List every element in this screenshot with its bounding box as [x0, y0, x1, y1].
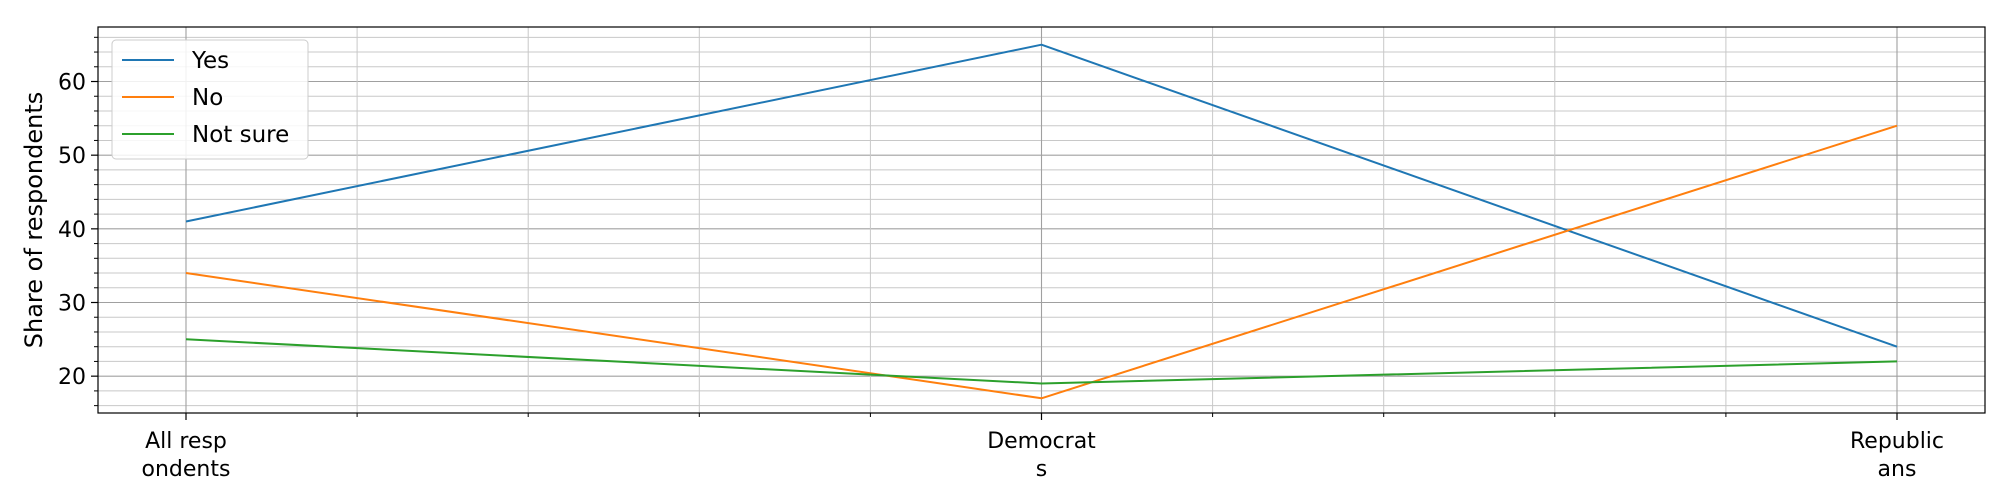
legend-box [111, 39, 309, 160]
y-tick-label: 30 [58, 292, 86, 317]
y-tick-label: 40 [58, 218, 86, 243]
grid [98, 27, 1985, 413]
y-axis: 20 30 40 50 60 [58, 36, 98, 407]
series-line-not-sure [185, 338, 1898, 385]
x-axis: All resp ondents Democrat s Republic ans [142, 413, 1944, 482]
x-tick-label: All resp ondents [142, 429, 231, 482]
x-tick-label: Republic ans [1850, 429, 1944, 482]
y-axis-title: Share of respondents [20, 92, 48, 349]
y-tick-label: 60 [58, 71, 86, 96]
legend-label-no: No [192, 85, 223, 111]
y-tick-label: 50 [58, 144, 86, 169]
x-tick-label: Democrat s [987, 429, 1096, 482]
y-tick-label: 20 [58, 365, 86, 390]
legend: Yes No Not sure [111, 39, 309, 160]
legend-label-yes: Yes [191, 48, 229, 74]
series-line-no [185, 124, 1898, 400]
legend-label-not-sure: Not sure [192, 122, 289, 148]
series-line-yes [185, 43, 1898, 348]
series-layer [185, 43, 1898, 400]
